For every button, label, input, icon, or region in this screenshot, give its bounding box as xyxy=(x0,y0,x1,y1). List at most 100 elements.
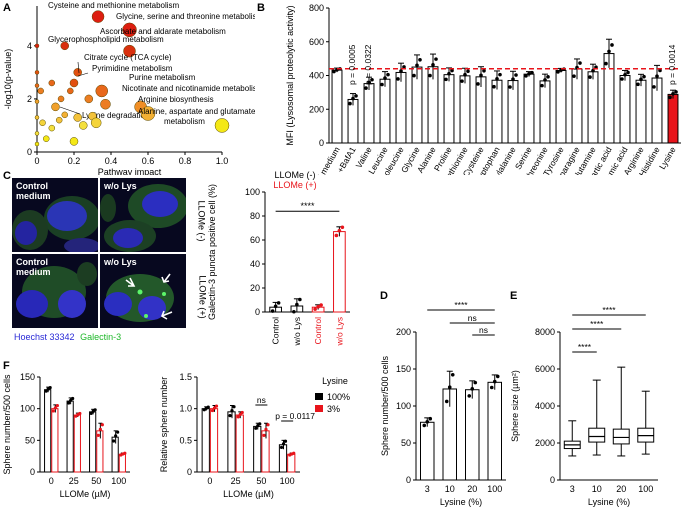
d-bar xyxy=(487,381,502,481)
f2-bar xyxy=(209,408,219,473)
c-x-tick-label: w/o Lys xyxy=(292,317,302,347)
a-y-tick-label: 4 xyxy=(27,41,32,51)
b-data-dot xyxy=(607,49,611,54)
a-point xyxy=(48,79,56,87)
b-data-dot xyxy=(348,101,352,106)
f2-data-dot xyxy=(256,424,260,428)
f1-y-tick-label: 50 xyxy=(25,435,35,445)
d-data-dot xyxy=(495,374,500,379)
b-data-dot xyxy=(463,72,467,77)
f2-legend-label-3: 3% xyxy=(327,404,340,414)
a-x-tick-label: 0.6 xyxy=(142,156,155,166)
a-point-label: Nicotinate and nicotinamide metabolism xyxy=(122,84,255,93)
b-data-dot xyxy=(658,68,662,73)
f1-data-dot xyxy=(112,439,116,443)
d-y-tick-label: 150 xyxy=(396,364,411,374)
a-point xyxy=(123,44,136,58)
a-point-label: Pyrimidine metabolism xyxy=(92,64,173,73)
f1-x-label: LLOMe (µM) xyxy=(60,489,111,499)
d-data-dot xyxy=(425,420,430,424)
e-y-tick-label: 0 xyxy=(550,475,555,485)
b-bar xyxy=(523,73,535,144)
f1-data-dot xyxy=(78,411,82,416)
d-data-dot xyxy=(450,372,455,377)
f2-x-tick-label: 50 xyxy=(256,476,266,486)
b-bar xyxy=(347,98,359,144)
f2-x-tick-label: 100 xyxy=(280,476,295,486)
b-data-dot xyxy=(636,82,640,87)
chart-f1: 0 50 100 150 Sphere number/500 cells 0 25 50 100… xyxy=(2,372,130,499)
a-point xyxy=(55,116,63,124)
b-data-dot xyxy=(588,75,592,79)
f2-data-dot xyxy=(262,433,266,437)
b-y-tick-label: 800 xyxy=(309,3,324,13)
f2-data-dot xyxy=(254,426,258,430)
a-point xyxy=(73,113,82,122)
c-data-dot xyxy=(295,302,299,307)
b-data-dot xyxy=(354,94,358,98)
f1-data-dot xyxy=(55,404,59,408)
a-point-label: Lysine degradation xyxy=(82,111,149,120)
b-data-dot xyxy=(674,90,678,94)
a-y-label: -log10(p-value) xyxy=(3,49,13,110)
c-data-dot xyxy=(270,309,275,313)
b-data-dot xyxy=(402,65,406,69)
b-data-dot xyxy=(412,73,416,78)
c-data-dot xyxy=(337,228,342,233)
f2-y-tick-label: 0 xyxy=(187,467,192,477)
f2-data-dot xyxy=(236,415,240,419)
e-x-tick-label: 20 xyxy=(616,484,626,494)
d-data-dot xyxy=(473,380,478,385)
b-data-dot xyxy=(639,77,643,82)
f1-x-tick-label: 0 xyxy=(49,476,54,486)
b-data-dot xyxy=(546,75,550,79)
micro-label-wolys-2: w/o Lys xyxy=(104,257,137,267)
b-data-dot xyxy=(540,83,544,88)
f2-bar xyxy=(287,453,296,473)
c-y-label: Galectin-3 puncta positive cell (%) xyxy=(207,184,217,320)
d-y-label: Sphere number/500 cells xyxy=(380,355,390,456)
a-point-label: Arginine biosynthesis xyxy=(138,95,214,104)
f1-y-tick-label: 0 xyxy=(30,467,35,477)
panel-label-c: C xyxy=(3,170,11,182)
f1-x-tick-label: 25 xyxy=(69,476,79,486)
a-point-label: Citrate cycle (TCA cycle) xyxy=(84,53,172,62)
b-data-dot xyxy=(642,74,646,79)
chart-e: 0 2000 4000 6000 8000 Sphere size (µm²) 3 10 20 1… xyxy=(510,305,658,507)
f2-data-dot xyxy=(212,406,217,410)
b-data-dot xyxy=(370,77,374,82)
f2-data-dot xyxy=(228,414,232,418)
e-sig-label: **** xyxy=(578,342,592,352)
b-data-dot xyxy=(431,63,435,67)
c-y-tick-label: 100 xyxy=(245,187,260,197)
a-point xyxy=(73,68,82,77)
f1-y-tick-label: 150 xyxy=(20,372,35,382)
d-data-dot xyxy=(492,379,497,384)
f2-data-dot xyxy=(240,410,244,415)
e-sig-label: **** xyxy=(590,319,604,329)
b-data-dot xyxy=(444,77,448,82)
f2-data-dot xyxy=(210,408,215,413)
b-data-dot xyxy=(428,73,432,78)
d-x-tick-label: 100 xyxy=(487,484,502,494)
b-bar xyxy=(587,71,599,144)
micrograph-control-plus: Control medium xyxy=(12,254,98,328)
b-bar xyxy=(571,68,583,144)
b-data-dot xyxy=(447,71,451,76)
e-y-tick-label: 6000 xyxy=(535,364,555,374)
b-data-dot xyxy=(364,86,368,90)
a-point xyxy=(84,94,94,104)
panel-label-b: B xyxy=(257,2,265,14)
a-point xyxy=(51,102,60,112)
a-leader-line xyxy=(77,61,80,74)
c-data-dot xyxy=(292,309,296,314)
a-point xyxy=(34,70,40,75)
f1-bar xyxy=(89,411,97,473)
c-legend-minus: LLOMe (-) xyxy=(274,170,315,180)
f2-bar xyxy=(227,411,236,473)
f2-y-label: Relative sphere number xyxy=(159,377,169,473)
d-data-dot xyxy=(422,423,427,428)
c-x-tick-label: Control xyxy=(313,317,323,345)
f2-data-dot xyxy=(258,422,262,426)
b-data-dot xyxy=(460,79,464,83)
